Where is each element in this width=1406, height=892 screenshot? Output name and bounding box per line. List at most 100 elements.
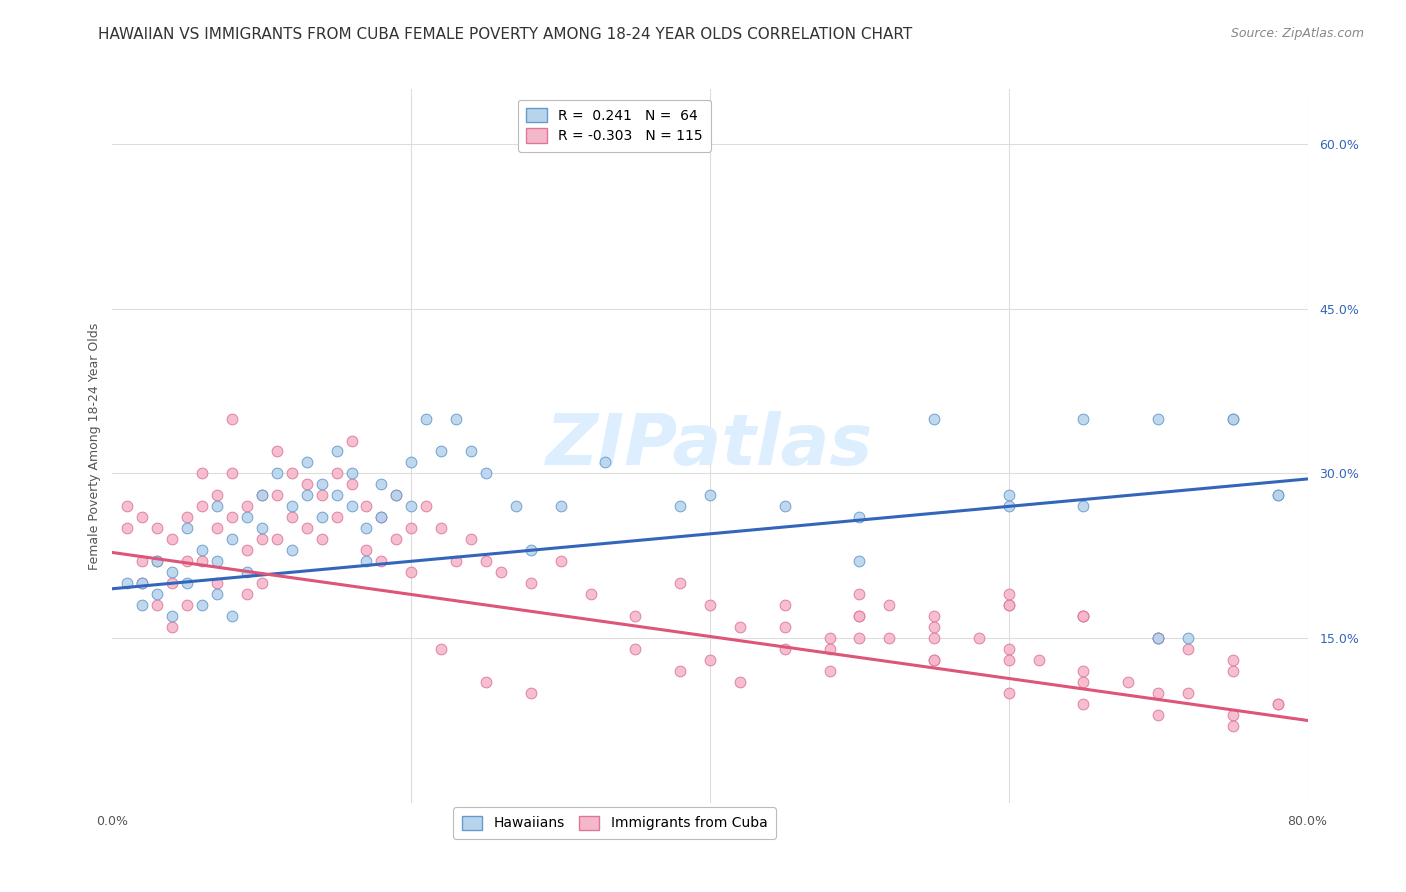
Point xyxy=(266,444,288,458)
Point xyxy=(669,664,692,678)
Point xyxy=(1177,686,1199,700)
Point xyxy=(1147,708,1170,723)
Point xyxy=(162,566,183,580)
Point xyxy=(281,467,304,481)
Point xyxy=(401,455,423,469)
Point xyxy=(669,576,692,591)
Point xyxy=(311,510,333,524)
Point xyxy=(460,444,482,458)
Point xyxy=(250,576,273,591)
Point xyxy=(131,576,153,591)
Point xyxy=(1073,609,1095,624)
Point xyxy=(1147,631,1170,645)
Point xyxy=(818,642,841,657)
Point xyxy=(1073,675,1095,690)
Point xyxy=(1073,697,1095,711)
Point xyxy=(281,500,304,514)
Point xyxy=(370,554,392,568)
Point xyxy=(117,521,139,535)
Point xyxy=(340,467,363,481)
Point xyxy=(475,554,498,568)
Y-axis label: Female Poverty Among 18-24 Year Olds: Female Poverty Among 18-24 Year Olds xyxy=(89,322,101,570)
Point xyxy=(415,411,437,425)
Point xyxy=(236,543,259,558)
Point xyxy=(1267,488,1289,502)
Point xyxy=(281,510,304,524)
Point xyxy=(998,653,1021,667)
Point xyxy=(550,554,572,568)
Point xyxy=(475,467,498,481)
Point xyxy=(325,467,347,481)
Point xyxy=(595,455,617,469)
Point xyxy=(430,521,453,535)
Point xyxy=(356,543,378,558)
Point xyxy=(1073,411,1095,425)
Point xyxy=(489,566,512,580)
Point xyxy=(998,598,1021,612)
Point xyxy=(340,434,363,448)
Point xyxy=(176,554,198,568)
Point xyxy=(176,510,198,524)
Point xyxy=(325,488,347,502)
Text: Source: ZipAtlas.com: Source: ZipAtlas.com xyxy=(1230,27,1364,40)
Point xyxy=(266,488,288,502)
Point xyxy=(250,488,273,502)
Point xyxy=(131,510,153,524)
Point xyxy=(1028,653,1050,667)
Point xyxy=(236,500,259,514)
Point xyxy=(295,488,318,502)
Point xyxy=(922,631,945,645)
Point xyxy=(221,510,243,524)
Point xyxy=(295,521,318,535)
Point xyxy=(295,477,318,491)
Point xyxy=(401,500,423,514)
Point xyxy=(967,631,990,645)
Point xyxy=(848,510,870,524)
Point xyxy=(520,686,543,700)
Point xyxy=(250,488,273,502)
Point xyxy=(699,488,721,502)
Point xyxy=(356,521,378,535)
Point xyxy=(520,543,543,558)
Point xyxy=(728,620,751,634)
Point xyxy=(236,566,259,580)
Point xyxy=(1118,675,1140,690)
Point xyxy=(191,500,214,514)
Point xyxy=(205,576,228,591)
Point xyxy=(146,554,169,568)
Point xyxy=(131,576,153,591)
Point xyxy=(1222,719,1244,733)
Point xyxy=(475,675,498,690)
Point xyxy=(879,598,901,612)
Point xyxy=(205,587,228,601)
Point xyxy=(191,467,214,481)
Point xyxy=(444,411,467,425)
Point xyxy=(146,598,169,612)
Point xyxy=(1222,411,1244,425)
Point xyxy=(221,533,243,547)
Point xyxy=(1147,631,1170,645)
Point xyxy=(162,609,183,624)
Text: HAWAIIAN VS IMMIGRANTS FROM CUBA FEMALE POVERTY AMONG 18-24 YEAR OLDS CORRELATIO: HAWAIIAN VS IMMIGRANTS FROM CUBA FEMALE … xyxy=(98,27,912,42)
Point xyxy=(266,533,288,547)
Point xyxy=(131,554,153,568)
Point xyxy=(1073,500,1095,514)
Point xyxy=(205,554,228,568)
Point xyxy=(205,500,228,514)
Point xyxy=(922,653,945,667)
Point xyxy=(1267,697,1289,711)
Point xyxy=(444,554,467,568)
Point xyxy=(1177,631,1199,645)
Point xyxy=(848,587,870,601)
Point xyxy=(311,488,333,502)
Point xyxy=(311,533,333,547)
Point xyxy=(1147,411,1170,425)
Point xyxy=(131,598,153,612)
Point xyxy=(295,455,318,469)
Point xyxy=(385,488,408,502)
Point xyxy=(146,587,169,601)
Point xyxy=(579,587,602,601)
Point xyxy=(356,500,378,514)
Point xyxy=(1267,488,1289,502)
Point xyxy=(162,620,183,634)
